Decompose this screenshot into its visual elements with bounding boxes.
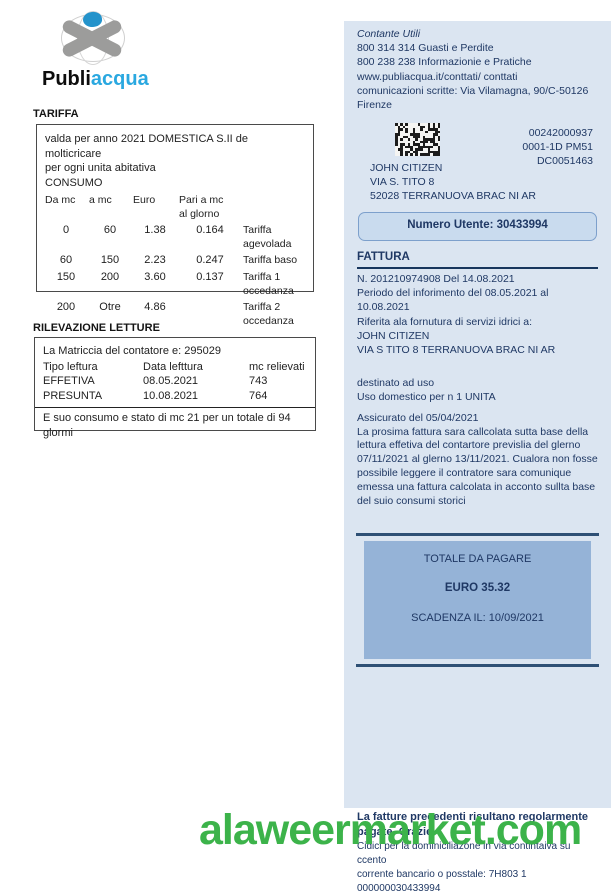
recipient-street: VIA S. TITO 8 bbox=[370, 176, 435, 189]
table-cell: Tariffa baso bbox=[243, 254, 298, 267]
letture-table: Tipo leftura Data lefttura mc relievati … bbox=[43, 360, 307, 404]
recipient-name: JOHN CITIZEN bbox=[370, 162, 443, 175]
fattura-line: JOHN CITIZEN bbox=[357, 329, 430, 342]
document-codes: 00242000937 0001-1D PM51 DC0051463 bbox=[522, 126, 593, 169]
fattura-line: VIA S TITO 8 TERRANUOVA BRAC NI AR bbox=[357, 343, 556, 356]
numero-utente-box: Numero Utente: 30433994 bbox=[358, 212, 597, 241]
contact-line: Firenze bbox=[357, 98, 393, 111]
recipient-address: JOHN CITIZEN VIA S. TITO 8 52028 TERRANU… bbox=[370, 161, 536, 204]
table-cell: 60 bbox=[103, 224, 117, 237]
table-cell: Otre bbox=[99, 301, 121, 314]
watermark-text: alaweermarket.com bbox=[199, 806, 582, 854]
address-block: 00242000937 0001-1D PM51 DC0051463 JOHN … bbox=[357, 123, 598, 203]
table-cell bbox=[179, 298, 241, 328]
fattura-line: Riferita ala fornutura di servizi idrici… bbox=[357, 315, 533, 328]
col-header-mc: mc relievati bbox=[249, 360, 305, 373]
rilevazione-heading: RILEVAZIONE LETTURE bbox=[33, 322, 160, 334]
contact-block: Contante Utili 800 314 314 Guasti e Perd… bbox=[357, 27, 598, 112]
col-header-euro: Euro bbox=[133, 193, 156, 206]
totale-scadenza: SCADENZA IL: 10/09/2021 bbox=[411, 612, 544, 625]
right-panel: Contante Utili 800 314 314 Guasti e Perd… bbox=[344, 21, 611, 894]
consumo-footer-line: E suo consumo e stato di mc 21 per un to… bbox=[43, 411, 291, 439]
tariffa-table: Da mc a mc Euro Pari a mc al glorno 0 60 … bbox=[45, 193, 305, 328]
totale-da-pagare-box: TOTALE DA PAGARE EURO 35.32 SCADENZA IL:… bbox=[364, 540, 591, 659]
table-cell: 0.137 bbox=[196, 270, 224, 283]
fattura-details: N. 201210974908 Del 14.08.2021 Periodo d… bbox=[357, 272, 598, 357]
tariffa-heading: TARIFFA bbox=[33, 108, 79, 120]
document-code: 00242000937 bbox=[528, 127, 593, 140]
tariffa-intro-line: per ogni unita abitativa bbox=[45, 162, 156, 175]
contact-line: comunicazioni scritte: Via Vilamagna, 90… bbox=[357, 84, 589, 97]
matricola-line: La Matriccia del contatore e: 295029 bbox=[43, 345, 221, 357]
contact-title: Contante Utili bbox=[357, 28, 421, 40]
table-cell: 3.60 bbox=[144, 270, 166, 283]
divider-line bbox=[35, 406, 315, 408]
rilevazione-box: La Matriccia del contatore e: 295029 Tip… bbox=[34, 337, 316, 439]
tariffa-box: valda per anno 2021 DOMESTICA S.II de mo… bbox=[36, 124, 314, 327]
col-header-a-mc: a mc bbox=[89, 193, 112, 206]
fattura-heading: FATTURA bbox=[357, 250, 598, 270]
publiacqua-logo-icon bbox=[55, 10, 135, 66]
uso-line: destinato ad uso bbox=[357, 377, 435, 390]
table-cell: 60 bbox=[59, 254, 73, 267]
table-cell: 200 bbox=[100, 270, 120, 283]
datamatrix-barcode bbox=[395, 123, 440, 157]
fattura-number-line: N. 201210974908 Del 14.08.2021 bbox=[357, 273, 515, 286]
contact-line: 800 238 238 Informazionie e Pratiche bbox=[357, 56, 532, 69]
uso-line: Uso domestico per n 1 UNITA bbox=[357, 391, 496, 404]
table-cell: 150 bbox=[56, 270, 76, 283]
table-cell: 743 bbox=[249, 375, 268, 388]
table-cell: 10.08.2021 bbox=[143, 390, 199, 403]
table-cell: Tariffa 1 occedanza bbox=[243, 270, 294, 297]
logo-word-acqua: acqua bbox=[90, 68, 149, 90]
divider-line bbox=[356, 532, 599, 536]
col-header-data: Data lefttura bbox=[143, 360, 203, 373]
totale-title: TOTALE DA PAGARE bbox=[423, 552, 532, 565]
table-cell: 0.164 bbox=[196, 224, 224, 237]
table-cell: 0 bbox=[62, 224, 70, 237]
col-header-label bbox=[243, 193, 305, 221]
payments-ok-line: La fatture precedenti risultano regolarm… bbox=[357, 810, 589, 838]
table-cell: Tariffa agevolada bbox=[243, 224, 292, 251]
totale-amount: EURO 35.32 bbox=[444, 581, 511, 594]
table-cell: 200 bbox=[56, 301, 76, 314]
table-cell: 1.38 bbox=[144, 224, 166, 237]
table-cell: 764 bbox=[249, 390, 268, 403]
publiacqua-logo: Publiacqua bbox=[42, 10, 182, 91]
col-header-tipo: Tipo leftura bbox=[43, 360, 98, 373]
divider-line bbox=[356, 663, 599, 667]
document-code: DC0051463 bbox=[536, 155, 593, 168]
contact-line: 800 314 314 Guasti e Perdite bbox=[357, 42, 494, 55]
recipient-city: 52028 TERRANUOVA BRAC NI AR bbox=[370, 190, 536, 203]
fattura-period-line: Periodo del inforimento del 08.05.2021 a… bbox=[357, 287, 549, 314]
table-cell: 150 bbox=[100, 254, 120, 267]
table-cell: 2.23 bbox=[144, 254, 166, 267]
col-header-pari: Pari a mc al glorno bbox=[179, 193, 224, 220]
table-cell: 0.247 bbox=[196, 254, 224, 267]
assicurato-line: Assicurato del 05/04/2021 bbox=[357, 412, 479, 425]
uso-block: destinato ad uso Uso domestico per n 1 U… bbox=[357, 376, 598, 404]
document-code: 0001-1D PM51 bbox=[522, 141, 593, 154]
tariffa-intro-line: valda per anno 2021 DOMESTICA S.II de mo… bbox=[45, 133, 249, 160]
assicurato-block: Assicurato del 05/04/2021 La prosima fat… bbox=[357, 411, 598, 508]
table-cell: PRESUNTA bbox=[43, 390, 103, 403]
col-header-da-mc: Da mc bbox=[45, 193, 76, 206]
next-reading-paragraph: La prosima fattura sara callcolata sutta… bbox=[357, 425, 598, 507]
logo-wordmark: Publiacqua bbox=[42, 68, 182, 91]
tariffa-intro-line: CONSUMO bbox=[45, 177, 103, 190]
table-cell: Tariffa 2 occedanza bbox=[243, 301, 294, 328]
table-cell: EFFETIVA bbox=[43, 375, 95, 388]
logo-word-publi: Publi bbox=[42, 68, 91, 90]
contact-website: www.publiacqua.it/conttati/ conttati bbox=[357, 70, 518, 83]
table-cell: 08.05.2021 bbox=[143, 375, 199, 388]
table-cell: 4.86 bbox=[144, 301, 166, 314]
